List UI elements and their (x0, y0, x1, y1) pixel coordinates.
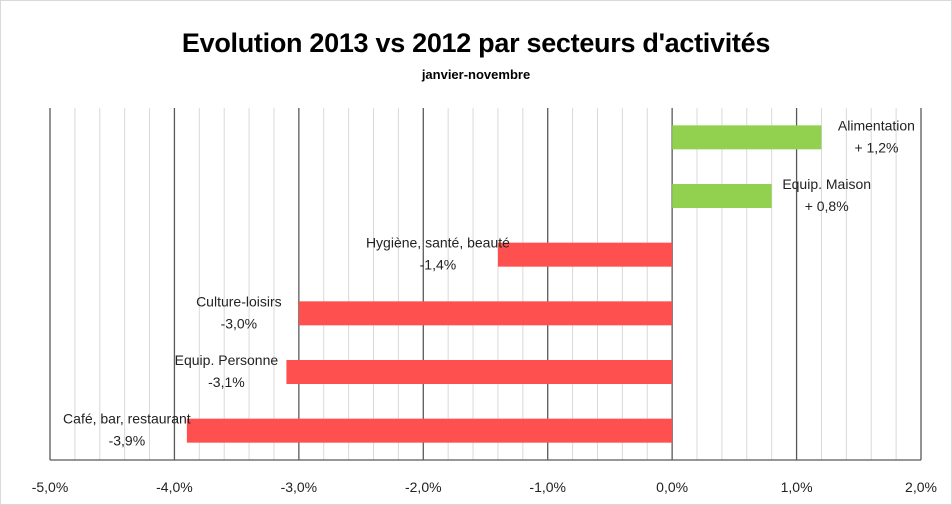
bar (672, 184, 772, 208)
category-label: Culture-loisirs (196, 293, 282, 309)
bar (298, 301, 673, 326)
value-label: -1,4% (420, 257, 457, 273)
value-label: + 0,8% (805, 198, 849, 214)
x-tick-label: 2,0% (905, 479, 937, 495)
bar (286, 360, 673, 384)
x-tick-label: -4,0% (156, 479, 193, 495)
x-tick-label: -3,0% (281, 479, 318, 495)
value-label: -3,0% (221, 315, 258, 331)
x-tick-label: -5,0% (32, 479, 69, 495)
bar (672, 125, 822, 150)
category-label: Café, bar, restaurant (63, 411, 191, 427)
x-tick-label: 1,0% (781, 479, 813, 495)
category-label: Alimentation (838, 117, 915, 133)
value-label: -3,9% (109, 433, 146, 449)
chart-subtitle: janvier-novembre (421, 67, 531, 82)
category-label: Equip. Personne (175, 352, 279, 368)
x-tick-label: -1,0% (529, 479, 566, 495)
bar (186, 418, 673, 443)
x-tick-label: 0,0% (656, 479, 688, 495)
category-label: Hygiène, santé, beauté (366, 235, 510, 251)
value-label: + 1,2% (854, 139, 898, 155)
bar (497, 242, 673, 267)
x-tick-label: -2,0% (405, 479, 442, 495)
chart-title: Evolution 2013 vs 2012 par secteurs d'ac… (181, 28, 771, 58)
value-label: -3,1% (208, 374, 245, 390)
category-label: Equip. Maison (782, 176, 871, 192)
